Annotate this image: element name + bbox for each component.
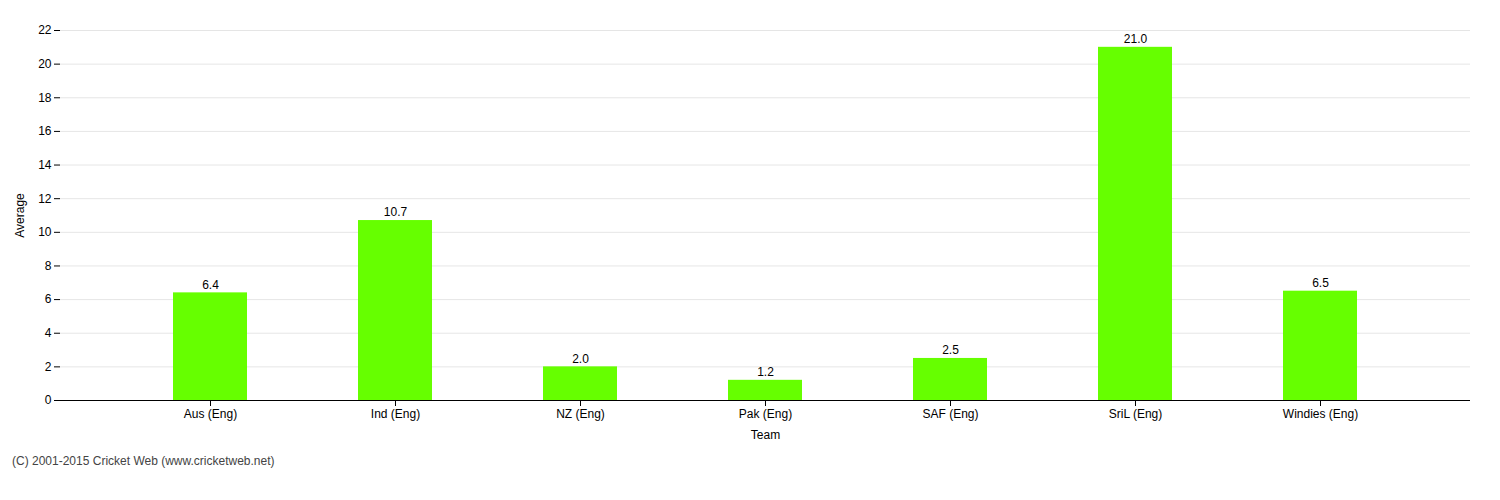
svg-text:8: 8	[45, 259, 52, 273]
svg-text:Windies (Eng): Windies (Eng)	[1283, 407, 1358, 421]
svg-text:Team: Team	[751, 428, 780, 442]
svg-text:SriL (Eng): SriL (Eng)	[1109, 407, 1163, 421]
svg-text:2.5: 2.5	[942, 343, 959, 357]
svg-text:NZ (Eng): NZ (Eng)	[556, 407, 605, 421]
svg-text:6.4: 6.4	[202, 278, 219, 292]
svg-text:4: 4	[45, 326, 52, 340]
svg-text:2.0: 2.0	[572, 352, 589, 366]
svg-text:6.5: 6.5	[1312, 276, 1329, 290]
svg-text:14: 14	[38, 158, 52, 172]
svg-text:21.0: 21.0	[1124, 32, 1148, 46]
svg-text:Aus (Eng): Aus (Eng)	[184, 407, 237, 421]
svg-text:Pak (Eng): Pak (Eng)	[739, 407, 792, 421]
svg-text:16: 16	[38, 124, 52, 138]
svg-text:12: 12	[38, 192, 52, 206]
svg-text:6: 6	[45, 292, 52, 306]
svg-text:Ind (Eng): Ind (Eng)	[371, 407, 420, 421]
svg-text:18: 18	[38, 91, 52, 105]
svg-text:0: 0	[45, 393, 52, 407]
svg-text:22: 22	[38, 23, 52, 37]
svg-text:10.7: 10.7	[384, 205, 408, 219]
html-text:(C) 2001-2015 Cricket Web (www: (C) 2001-2015 Cricket Web (www.cricketwe…	[12, 454, 275, 468]
svg-text:20: 20	[38, 57, 52, 71]
svg-text:2: 2	[45, 360, 52, 374]
svg-text:1.2: 1.2	[757, 365, 774, 379]
svg-text:10: 10	[38, 225, 52, 239]
svg-text:SAF (Eng): SAF (Eng)	[922, 407, 978, 421]
svg-text:Average: Average	[13, 193, 27, 238]
